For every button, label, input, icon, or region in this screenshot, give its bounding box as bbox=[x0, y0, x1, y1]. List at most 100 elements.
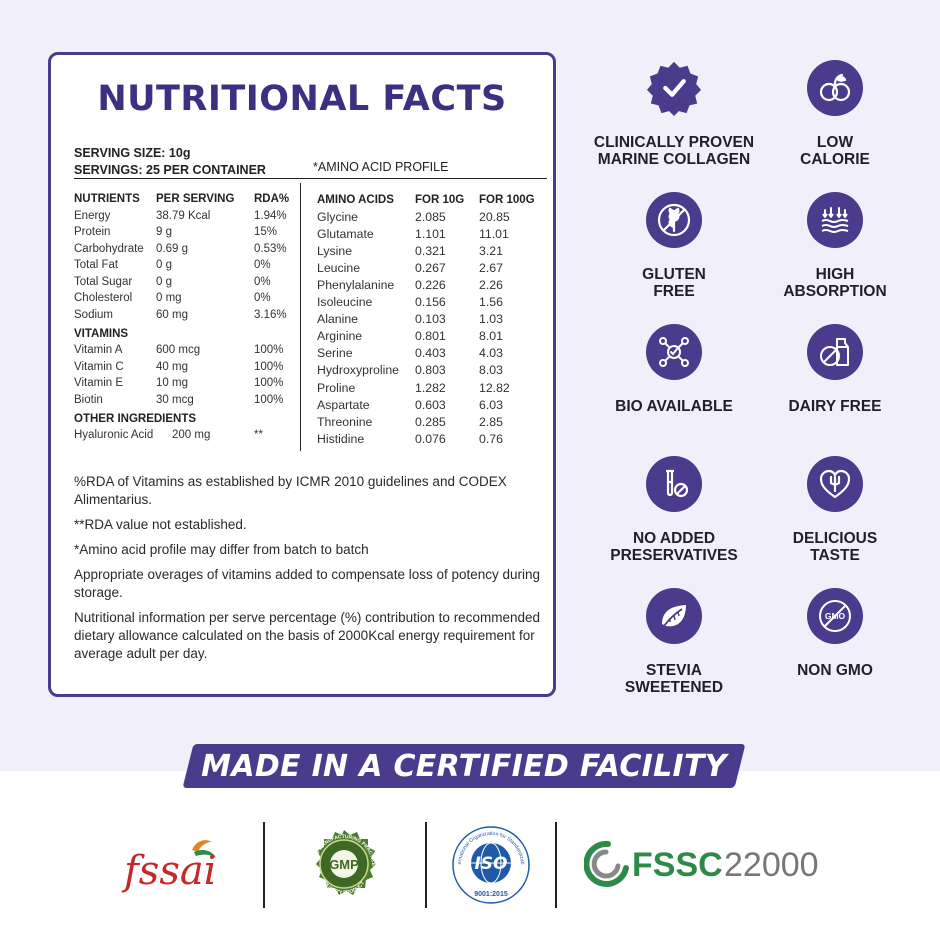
nutrient-rda: 1.94% bbox=[254, 209, 287, 222]
column-header: FOR 100G bbox=[479, 193, 535, 206]
amino-10g: 0.403 bbox=[415, 346, 446, 361]
nutrient-name: Total Fat bbox=[74, 259, 119, 272]
feature-label: STEVIA SWEETENED bbox=[624, 662, 724, 696]
ingredient-value: 200 mg bbox=[172, 429, 211, 442]
table-row: Hyaluronic Acid 200 mg ** bbox=[74, 427, 294, 444]
nutrient-rda: 0% bbox=[254, 292, 271, 305]
amino-name: Phenylalanine bbox=[317, 278, 395, 293]
feature-label: HIGH ABSORPTION bbox=[783, 266, 887, 300]
note: Appropriate overages of vitamins added t… bbox=[74, 567, 541, 600]
table-row: Total Sugar 0 g 0% bbox=[74, 274, 294, 291]
nutrition-card: NUTRITIONAL FACTS SERVING SIZE: 10g SERV… bbox=[48, 52, 556, 697]
amino-100g: 20.85 bbox=[479, 209, 510, 224]
note: %RDA of Vitamins as established by ICMR … bbox=[74, 474, 507, 507]
feature-label: LOW CALORIE bbox=[800, 134, 870, 168]
feature-label: NON GMO bbox=[797, 662, 873, 679]
fruit-icon bbox=[807, 60, 863, 116]
amino-10g: 0.076 bbox=[415, 431, 446, 446]
column-header: FOR 10G bbox=[415, 193, 465, 206]
table-row: Threonine 0.285 2.85 bbox=[317, 413, 553, 430]
nutrient-value: 60 mg bbox=[156, 308, 188, 321]
nutrient-rda: 0.53% bbox=[254, 242, 287, 255]
amino-10g: 0.321 bbox=[415, 243, 446, 258]
logo-divider bbox=[263, 822, 265, 908]
svg-text:GMP: GMP bbox=[329, 857, 359, 872]
table-row: Serine 0.403 4.03 bbox=[317, 345, 553, 362]
wheat-slash-icon bbox=[646, 192, 702, 248]
feature-gluten-free: GLUTEN FREE bbox=[574, 192, 774, 300]
iso-logo: ISO International Organization for Stand… bbox=[447, 818, 534, 908]
amino-name: Isoleucine bbox=[317, 295, 373, 310]
amino-name: Serine bbox=[317, 346, 353, 361]
milk-slash-icon bbox=[807, 324, 863, 380]
amino-name: Aspartate bbox=[317, 397, 370, 412]
amino-10g: 1.101 bbox=[415, 226, 446, 241]
vitamin-value: 10 mg bbox=[156, 377, 188, 390]
amino-100g: 2.85 bbox=[479, 414, 503, 429]
amino-100g: 2.67 bbox=[479, 260, 503, 275]
feature-delicious-taste: DELICIOUS TASTE bbox=[735, 456, 935, 564]
check-badge-icon bbox=[646, 60, 702, 116]
serving-info: SERVING SIZE: 10g SERVINGS: 25 PER CONTA… bbox=[74, 145, 266, 179]
nutrient-rda: 0% bbox=[254, 275, 271, 288]
amino-10g: 1.282 bbox=[415, 380, 446, 395]
amino-name: Proline bbox=[317, 380, 356, 395]
amino-10g: 0.103 bbox=[415, 312, 446, 327]
amino-10g: 0.801 bbox=[415, 329, 446, 344]
absorption-icon bbox=[807, 192, 863, 248]
table-row: Vitamin C 40 mg 100% bbox=[74, 359, 294, 376]
table-row: Proline 1.282 12.82 bbox=[317, 379, 553, 396]
amino-100g: 8.03 bbox=[479, 363, 503, 378]
nutrient-name: Protein bbox=[74, 226, 111, 239]
nutrient-value: 0 g bbox=[156, 259, 172, 272]
feature-no-preservatives: NO ADDED PRESERVATIVES bbox=[574, 456, 774, 564]
table-header: NUTRIENTS PER SERVING RDA% bbox=[74, 191, 294, 208]
nutrient-name: Sodium bbox=[74, 308, 113, 321]
column-header: NUTRIENTS bbox=[74, 193, 140, 206]
vitamin-name: Biotin bbox=[74, 393, 103, 406]
table-row: Arginine 0.801 8.01 bbox=[317, 328, 553, 345]
table-row: Carbohydrate 0.69 g 0.53% bbox=[74, 241, 294, 258]
amino-name: Alanine bbox=[317, 312, 359, 327]
amino-acid-table: AMINO ACIDS FOR 10G FOR 100G Glycine 2.08… bbox=[317, 191, 553, 447]
note: Nutritional information per serve percen… bbox=[74, 610, 540, 661]
nutrient-value: 0 g bbox=[156, 275, 172, 288]
nutrient-rda: 15% bbox=[254, 226, 278, 239]
nutrient-rda: 0% bbox=[254, 259, 271, 272]
table-row: Energy 38.79 Kcal 1.94% bbox=[74, 208, 294, 225]
svg-text:ISO: ISO bbox=[474, 854, 507, 874]
amino-10g: 0.285 bbox=[415, 414, 446, 429]
vitamins-heading: VITAMINS bbox=[74, 328, 129, 340]
table-row: Lysine 0.321 3.21 bbox=[317, 242, 553, 259]
note: *Amino acid profile may differ from batc… bbox=[74, 542, 369, 557]
note: **RDA value not established. bbox=[74, 517, 247, 532]
table-row: Phenylalanine 0.226 2.26 bbox=[317, 276, 553, 293]
serving-size: SERVING SIZE: 10g bbox=[74, 146, 191, 160]
feature-label: BIO AVAILABLE bbox=[615, 398, 733, 415]
vitamin-rda: 100% bbox=[254, 360, 284, 373]
vitamin-name: Vitamin E bbox=[74, 377, 124, 390]
ingredient-rda: ** bbox=[254, 429, 263, 442]
table-row: Histidine 0.076 0.76 bbox=[317, 430, 553, 447]
table-row: Vitamin E 10 mg 100% bbox=[74, 375, 294, 392]
table-row: Hydroxyproline 0.803 8.03 bbox=[317, 362, 553, 379]
gmp-logo: GMP GOOD MANUFACTURING PRACTICE QUALITY … bbox=[296, 826, 392, 906]
amino-acid-profile-title: *AMINO ACID PROFILE bbox=[313, 160, 449, 174]
amino-name: Arginine bbox=[317, 329, 363, 344]
nutrient-rda: 3.16% bbox=[254, 308, 287, 321]
amino-name: Histidine bbox=[317, 431, 365, 446]
banner-text: MADE IN A CERTIFIED FACILITY bbox=[201, 748, 727, 784]
amino-10g: 0.803 bbox=[415, 363, 446, 378]
amino-100g: 11.01 bbox=[479, 226, 509, 241]
table-row: Glutamate 1.101 11.01 bbox=[317, 225, 553, 242]
column-header: AMINO ACIDS bbox=[317, 193, 394, 206]
table-row: Aspartate 0.603 6.03 bbox=[317, 396, 553, 413]
ingredient-name: Hyaluronic Acid bbox=[74, 429, 154, 442]
vitamin-rda: 100% bbox=[254, 377, 284, 390]
amino-name: Hydroxyproline bbox=[317, 363, 400, 378]
table-row: Biotin 30 mcg 100% bbox=[74, 392, 294, 409]
heart-fork-icon bbox=[807, 456, 863, 512]
nutrition-title: NUTRITIONAL FACTS bbox=[97, 79, 507, 119]
table-row: Protein 9 g 15% bbox=[74, 224, 294, 241]
feature-label: CLINICALLY PROVEN MARINE COLLAGEN bbox=[593, 134, 755, 168]
